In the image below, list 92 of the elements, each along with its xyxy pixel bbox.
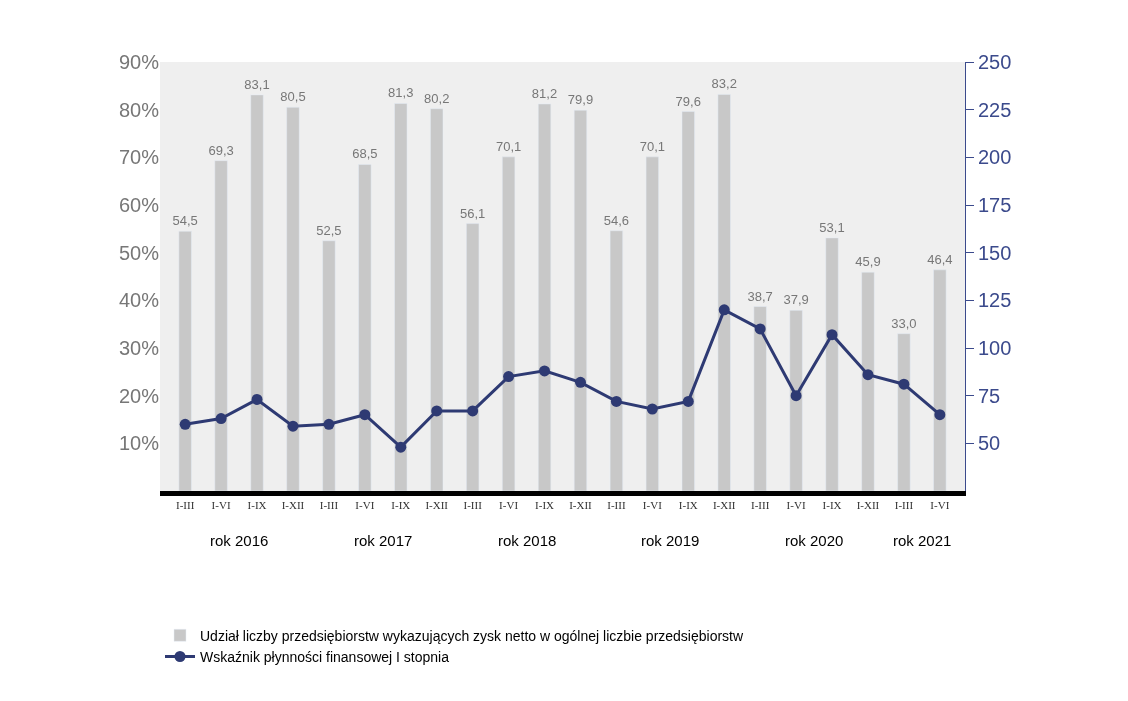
point xyxy=(179,418,191,430)
point xyxy=(934,409,946,421)
data-label: 81,2 xyxy=(531,85,558,101)
text: rok 2021 xyxy=(893,532,952,549)
y-tick-label: 80% xyxy=(118,98,160,121)
x-tick-label: I-XII xyxy=(425,499,449,512)
x-tick-label: I-XII xyxy=(281,499,305,512)
data-label: 83,1 xyxy=(244,76,270,92)
point xyxy=(610,395,622,407)
y2-tick-label: 175 xyxy=(978,194,1012,216)
text: rok 2020 xyxy=(785,532,844,549)
y-tick-label: 40% xyxy=(118,289,160,312)
data-label: 83,2 xyxy=(711,76,737,92)
y2-tick-label: 50 xyxy=(978,432,1001,455)
point xyxy=(431,405,443,417)
data-label: 37,9 xyxy=(783,292,809,308)
point xyxy=(790,390,802,402)
data-label: 45,9 xyxy=(855,254,881,270)
x-tick-label: I-XII xyxy=(856,499,880,512)
y2-tick-label: 250 xyxy=(978,51,1012,73)
point xyxy=(574,376,586,388)
data-label: 33,0 xyxy=(891,315,917,331)
data-label: 53,1 xyxy=(819,219,845,235)
x-tick-label: I-III xyxy=(607,499,626,512)
data-label: 54,5 xyxy=(172,213,198,229)
x-tick-label: I-III xyxy=(751,499,770,512)
data-label: 70,1 xyxy=(639,138,665,154)
x-tick-label: I-IX xyxy=(247,499,267,512)
x-tick-label: I-IX xyxy=(535,499,555,512)
x-tick-label: I-III xyxy=(894,499,914,512)
point xyxy=(898,378,910,390)
y-tick-label: 10% xyxy=(118,432,160,455)
data-label: 80,2 xyxy=(424,90,450,106)
data-label: 81,3 xyxy=(388,85,414,101)
y-tick-label: 20% xyxy=(118,384,160,407)
point xyxy=(251,393,263,405)
x-tick-label: I-VI xyxy=(499,499,519,512)
point xyxy=(287,420,299,432)
data-label: 70,1 xyxy=(495,138,522,154)
point xyxy=(754,323,766,335)
data-label: 68,5 xyxy=(352,146,378,162)
data-label: 52,5 xyxy=(316,222,342,238)
x-tick-label: I-XII xyxy=(712,499,736,512)
data-label: 79,9 xyxy=(567,92,594,108)
x-tick-label: I-IX xyxy=(678,499,698,512)
x-tick-label: I-III xyxy=(176,499,195,512)
legend-label: Wskaźnik płynności finansowej I stopnia xyxy=(200,648,450,665)
data-label: 38,7 xyxy=(747,288,773,304)
point xyxy=(826,329,838,341)
point xyxy=(862,369,874,381)
data-label: 79,6 xyxy=(675,93,701,109)
y2-tick-label: 75 xyxy=(978,384,1001,407)
y2-tick-label: 100 xyxy=(978,337,1012,359)
y2-tick-label: 200 xyxy=(978,146,1012,169)
point xyxy=(467,405,479,417)
x-tick-label: I-IX xyxy=(822,499,842,512)
point xyxy=(215,413,227,425)
x-tick-label: I-VI xyxy=(355,499,375,512)
point xyxy=(682,395,694,407)
y-tick-label: 90% xyxy=(118,51,160,73)
x-tick-label: I-IX xyxy=(391,499,411,512)
x-tick-label: I-III xyxy=(319,499,339,512)
point xyxy=(323,418,335,430)
x-tick-label: I-VI xyxy=(786,499,806,512)
y-tick-label: 30% xyxy=(118,337,160,359)
text: rok 2016 xyxy=(210,532,269,549)
data-label: 46,4 xyxy=(927,251,953,267)
point xyxy=(503,371,515,383)
x-tick-label: I-VI xyxy=(642,499,663,512)
x-tick-label: I-VI xyxy=(930,499,950,512)
text: rok 2019 xyxy=(641,532,700,549)
text: rok 2018 xyxy=(498,532,557,549)
y-tick-label: 60% xyxy=(118,194,160,216)
data-label: 69,3 xyxy=(208,142,234,158)
y-tick-label: 50% xyxy=(118,241,160,264)
data-label: 56,1 xyxy=(460,205,486,221)
y2-tick-label: 125 xyxy=(978,289,1012,312)
point xyxy=(646,403,658,415)
data-label: 80,5 xyxy=(280,89,306,105)
point xyxy=(718,304,730,316)
y2-tick-label: 225 xyxy=(978,98,1012,121)
y2-tick-label: 150 xyxy=(978,241,1012,264)
y-tick-label: 70% xyxy=(118,146,160,169)
point xyxy=(539,365,551,377)
point xyxy=(359,409,371,421)
legend-label: Udział liczby przedsiębiorstw wykazujących zysk netto w ogólnej liczbie przedsiębiorstw xyxy=(200,627,744,644)
x-tick-label: I-VI xyxy=(211,499,231,512)
x-tick-label: I-III xyxy=(463,499,483,512)
x-tick-label: I-XII xyxy=(569,499,593,512)
text: rok 2017 xyxy=(354,532,413,549)
data-label: 54,6 xyxy=(603,212,630,228)
point xyxy=(395,441,407,453)
